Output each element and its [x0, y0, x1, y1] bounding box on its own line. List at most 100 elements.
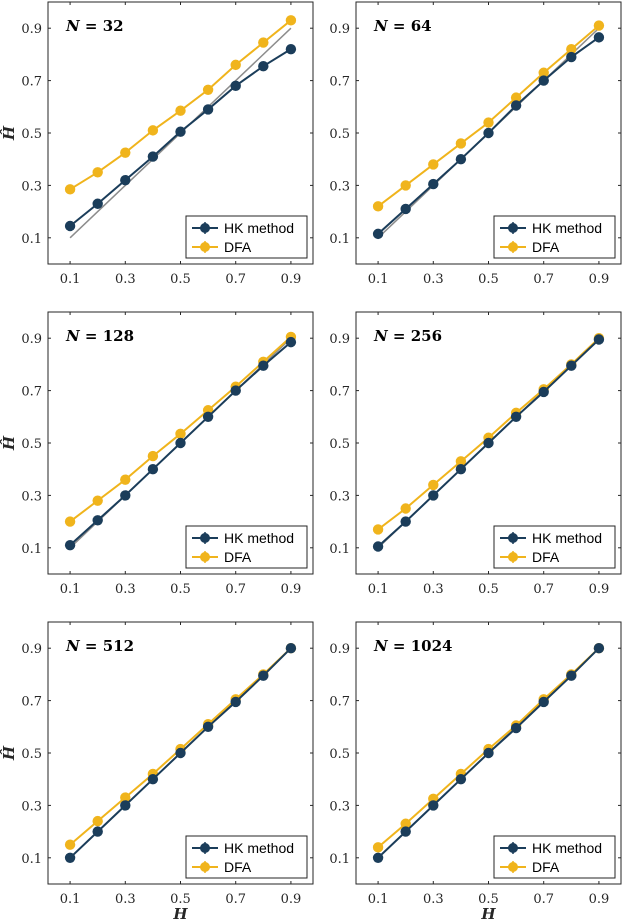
- y-axis-label: Ĥ: [0, 745, 18, 761]
- hk-data-point: [92, 826, 103, 837]
- chart-panel-6: 0.1 0.3 0.5 0.7 0.9 0.1 0.3 0.5 0.7 0.9 N = 1024 HK…: [329, 621, 622, 922]
- hk-data-point: [510, 411, 522, 422]
- legend-label: DFA: [224, 239, 252, 255]
- dfa-data-point: [566, 43, 577, 55]
- hk-data-point: [566, 51, 577, 63]
- hk-data-point: [538, 75, 549, 86]
- panel-title-label: N =: [65, 327, 103, 345]
- x-tick-label: 0.9: [589, 582, 610, 597]
- y-tick-label: 0.7: [21, 695, 42, 710]
- x-tick-label: 0.1: [368, 582, 389, 597]
- y-tick-label: 0.1: [21, 852, 42, 867]
- y-tick-label: 0.1: [21, 232, 42, 247]
- legend-marker: [508, 843, 518, 853]
- x-tick-label: 0.9: [589, 892, 610, 907]
- y-tick-label: 0.9: [329, 332, 350, 347]
- dfa-data-point: [455, 456, 467, 467]
- x-tick-label: 0.3: [423, 272, 444, 287]
- y-tick-label: 0.3: [21, 179, 42, 194]
- y-tick-label: 0.5: [329, 437, 350, 452]
- legend-marker: [200, 242, 210, 252]
- y-tick-label: 0.7: [329, 695, 350, 710]
- dfa-data-point: [147, 125, 159, 136]
- hk-data-point: [455, 464, 467, 475]
- x-tick-label: 0.3: [115, 582, 136, 597]
- legend-marker: [200, 862, 210, 872]
- panel-title-label: N =: [65, 637, 103, 655]
- chart-panel-1: 0.1 0.3 0.5 0.7 0.9 0.1 0.3 0.5 0.7 0.9 N = 32 HK m…: [0, 1, 314, 287]
- x-tick-label: 0.7: [533, 582, 554, 597]
- x-tick-label: 0.9: [281, 582, 302, 597]
- hk-data-point: [64, 852, 76, 863]
- legend-label: HK method: [224, 220, 294, 236]
- hk-data-point: [566, 670, 577, 681]
- legend: HK method DFA: [493, 215, 616, 259]
- hk-data-point: [64, 539, 76, 551]
- legend-label: HK method: [532, 840, 602, 856]
- legend-label: DFA: [532, 549, 560, 565]
- legend: HK method DFA: [185, 835, 308, 879]
- panel-title-value: 32: [103, 17, 124, 35]
- hk-data-point: [147, 151, 159, 162]
- panel-title: N = 64: [373, 17, 432, 35]
- panel-title: N = 512: [65, 637, 134, 655]
- legend-marker: [200, 552, 210, 562]
- panel-title-label: N =: [65, 17, 103, 35]
- hk-data-point: [147, 464, 159, 475]
- hk-data-point: [372, 852, 384, 863]
- hk-data-point: [538, 696, 549, 708]
- legend-label: HK method: [532, 220, 602, 236]
- hk-data-point: [510, 722, 522, 734]
- hk-data-point: [372, 228, 384, 240]
- legend-marker: [200, 223, 210, 233]
- legend-marker: [508, 862, 518, 872]
- y-tick-label: 0.5: [21, 747, 42, 762]
- hk-data-point: [483, 437, 494, 449]
- x-tick-label: 0.5: [478, 892, 499, 907]
- x-tick-label: 0.1: [60, 582, 81, 597]
- x-axis-label: H: [480, 905, 496, 922]
- y-tick-label: 0.1: [21, 542, 42, 557]
- x-tick-label: 0.7: [225, 582, 246, 597]
- legend-label: HK method: [224, 530, 294, 546]
- legend: HK method DFA: [185, 215, 308, 259]
- legend: HK method DFA: [493, 835, 616, 879]
- dfa-data-point: [92, 495, 103, 506]
- y-tick-label: 0.3: [329, 799, 350, 814]
- y-tick-label: 0.7: [21, 385, 42, 400]
- y-axis-label: Ĥ: [0, 125, 18, 141]
- y-tick-label: 0.9: [329, 642, 350, 657]
- hk-data-point: [510, 100, 522, 111]
- x-axis-label: H: [172, 905, 188, 922]
- legend: HK method DFA: [493, 525, 616, 569]
- y-tick-label: 0.7: [329, 385, 350, 400]
- hk-data-point: [64, 220, 76, 232]
- panel-title-value: 128: [103, 327, 134, 345]
- hk-data-point: [285, 43, 297, 55]
- hk-data-point: [400, 826, 411, 837]
- x-tick-label: 0.9: [281, 272, 302, 287]
- hk-data-point: [147, 774, 159, 785]
- chart-panel-3: 0.1 0.3 0.5 0.7 0.9 0.1 0.3 0.5 0.7 0.9 N = 128 HK …: [0, 311, 314, 597]
- hk-data-point: [202, 721, 214, 732]
- hk-data-point: [285, 643, 297, 654]
- dfa-data-point: [400, 503, 411, 514]
- y-tick-label: 0.9: [21, 22, 42, 37]
- y-tick-label: 0.1: [329, 852, 350, 867]
- hk-data-point: [175, 126, 186, 137]
- hk-data-point: [92, 198, 103, 209]
- y-tick-label: 0.5: [21, 437, 42, 452]
- dfa-series-line: [69, 19, 292, 191]
- dfa-data-point: [147, 450, 159, 462]
- x-tick-label: 0.7: [225, 272, 246, 287]
- dfa-data-point: [258, 37, 269, 48]
- hk-data-point: [120, 490, 131, 501]
- y-tick-label: 0.9: [329, 22, 350, 37]
- y-tick-label: 0.5: [329, 127, 350, 142]
- y-tick-label: 0.3: [329, 489, 350, 504]
- hk-data-point: [285, 336, 297, 348]
- hk-data-point: [455, 774, 467, 785]
- chart-panel-2: 0.1 0.3 0.5 0.7 0.9 0.1 0.3 0.5 0.7 0.9 N = 64 HK m…: [329, 1, 622, 287]
- legend-marker: [508, 533, 518, 543]
- panel-title: N = 32: [65, 17, 124, 35]
